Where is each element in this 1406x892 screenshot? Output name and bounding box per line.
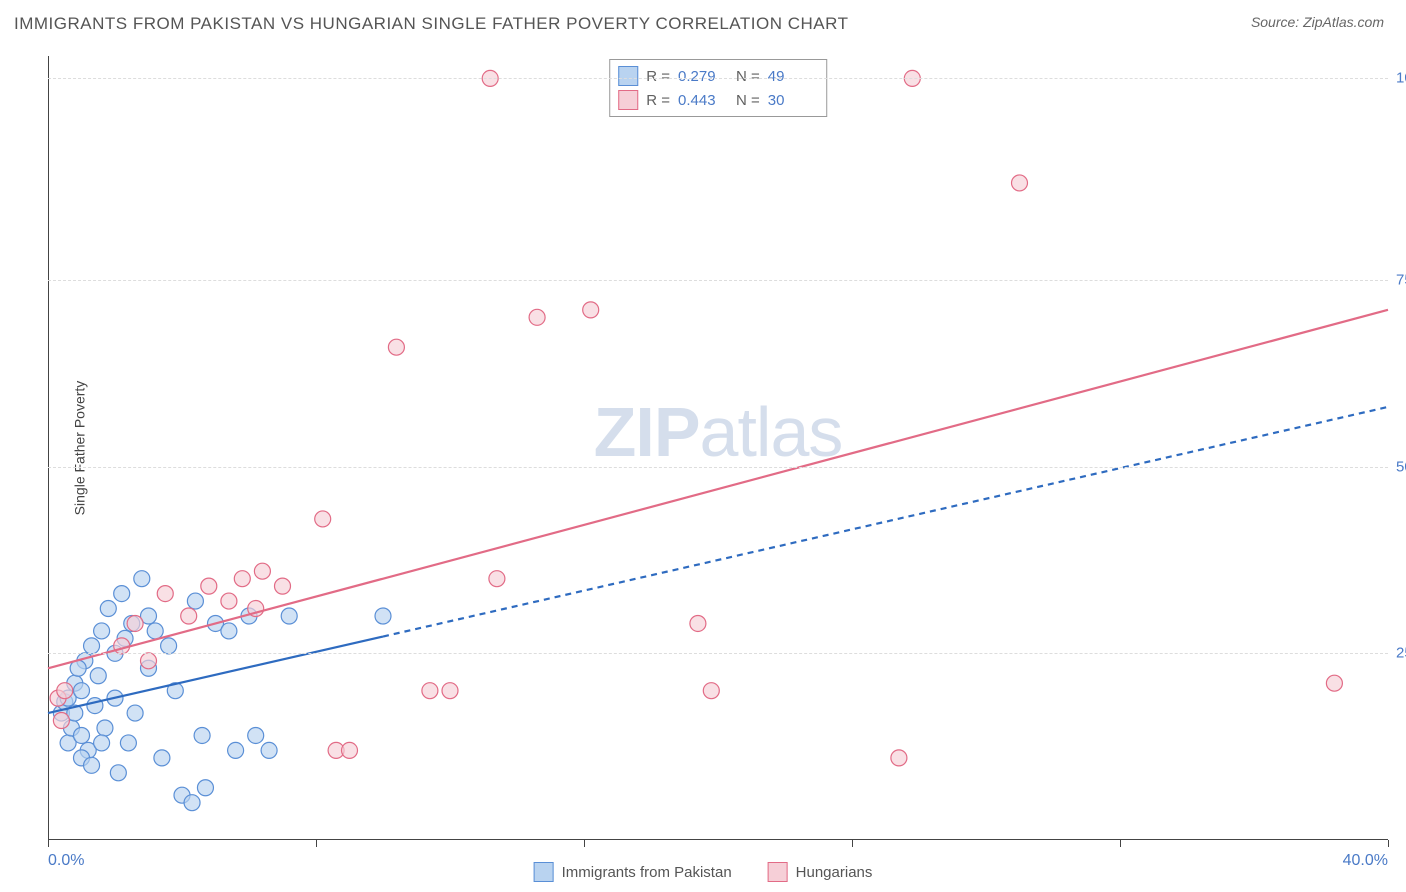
legend-r-label: R =: [646, 92, 670, 109]
legend-row-pakistan: R = 0.279 N = 49: [618, 64, 818, 88]
scatter-point-hungarians: [703, 683, 719, 699]
scatter-point-pakistan: [94, 623, 110, 639]
plot-area: ZIPatlas R =0.279N =49R =0.443N =30 25.0…: [48, 56, 1388, 840]
scatter-point-hungarians: [442, 683, 458, 699]
legend-n-label: N =: [736, 92, 760, 109]
x-tick: [316, 840, 317, 847]
scatter-point-pakistan: [90, 668, 106, 684]
y-tick-label: 100.0%: [1396, 70, 1406, 87]
scatter-point-pakistan: [74, 683, 90, 699]
series-legend: Immigrants from Pakistan Hungarians: [534, 862, 873, 882]
legend-row-hungarians: R = 0.443 N = 30: [618, 88, 818, 112]
scatter-point-hungarians: [53, 713, 69, 729]
scatter-point-pakistan: [194, 727, 210, 743]
scatter-point-hungarians: [157, 586, 173, 602]
scatter-point-pakistan: [94, 735, 110, 751]
trend-line-pakistan-dashed: [383, 407, 1388, 637]
scatter-point-hungarians: [529, 309, 545, 325]
scatter-point-hungarians: [275, 578, 291, 594]
legend-label-pakistan: Immigrants from Pakistan: [562, 864, 732, 881]
scatter-point-pakistan: [375, 608, 391, 624]
legend-r-value-hungarians: 0.443: [678, 92, 728, 109]
legend-swatch-hungarians: [618, 90, 638, 110]
scatter-point-hungarians: [891, 750, 907, 766]
legend-swatch-hungarians: [768, 862, 788, 882]
scatter-point-hungarians: [201, 578, 217, 594]
scatter-point-hungarians: [1326, 675, 1342, 691]
scatter-point-hungarians: [489, 571, 505, 587]
scatter-point-hungarians: [583, 302, 599, 318]
scatter-point-hungarians: [388, 339, 404, 355]
scatter-point-pakistan: [154, 750, 170, 766]
scatter-point-pakistan: [147, 623, 163, 639]
scatter-point-pakistan: [114, 586, 130, 602]
scatter-point-pakistan: [187, 593, 203, 609]
scatter-point-pakistan: [127, 705, 143, 721]
x-tick: [584, 840, 585, 847]
scatter-point-hungarians: [690, 615, 706, 631]
scatter-point-hungarians: [114, 638, 130, 654]
y-tick-label: 25.0%: [1396, 645, 1406, 662]
scatter-point-hungarians: [127, 615, 143, 631]
scatter-point-hungarians: [181, 608, 197, 624]
scatter-point-pakistan: [161, 638, 177, 654]
legend-n-value-hungarians: 30: [768, 92, 818, 109]
scatter-point-hungarians: [1012, 175, 1028, 191]
scatter-point-pakistan: [228, 742, 244, 758]
scatter-point-hungarians: [422, 683, 438, 699]
legend-swatch-pakistan: [534, 862, 554, 882]
chart-header: IMMIGRANTS FROM PAKISTAN VS HUNGARIAN SI…: [0, 0, 1406, 34]
legend-r-label: R =: [646, 68, 670, 85]
x-tick: [1388, 840, 1389, 847]
gridline: [48, 467, 1388, 468]
gridline: [48, 78, 1388, 79]
x-tick: [852, 840, 853, 847]
legend-label-hungarians: Hungarians: [796, 864, 873, 881]
scatter-point-pakistan: [184, 795, 200, 811]
source-name: ZipAtlas.com: [1303, 14, 1384, 30]
chart-container: Single Father Poverty ZIPatlas R =0.279N…: [48, 56, 1388, 840]
legend-swatch-pakistan: [618, 66, 638, 86]
scatter-point-pakistan: [281, 608, 297, 624]
scatter-point-pakistan: [100, 601, 116, 617]
x-tick: [1120, 840, 1121, 847]
scatter-point-hungarians: [221, 593, 237, 609]
scatter-point-pakistan: [134, 571, 150, 587]
scatter-point-hungarians: [254, 563, 270, 579]
legend-item-hungarians: Hungarians: [768, 862, 873, 882]
legend-item-pakistan: Immigrants from Pakistan: [534, 862, 732, 882]
scatter-point-pakistan: [197, 780, 213, 796]
correlation-legend: R = 0.279 N = 49 R = 0.443 N = 30: [609, 59, 827, 117]
scatter-point-pakistan: [120, 735, 136, 751]
legend-r-value-pakistan: 0.279: [678, 68, 728, 85]
scatter-point-hungarians: [315, 511, 331, 527]
legend-n-label: N =: [736, 68, 760, 85]
x-tick-label: 0.0%: [48, 852, 84, 870]
scatter-point-hungarians: [141, 653, 157, 669]
scatter-point-pakistan: [84, 638, 100, 654]
gridline: [48, 280, 1388, 281]
scatter-point-hungarians: [342, 742, 358, 758]
gridline: [48, 653, 1388, 654]
source-attribution: Source: ZipAtlas.com: [1251, 14, 1384, 30]
scatter-point-pakistan: [97, 720, 113, 736]
trend-line-hungarians: [48, 310, 1388, 668]
scatter-plot-svg: [48, 56, 1388, 840]
scatter-point-pakistan: [110, 765, 126, 781]
scatter-point-hungarians: [234, 571, 250, 587]
scatter-point-pakistan: [74, 727, 90, 743]
x-tick: [48, 840, 49, 847]
y-tick-label: 50.0%: [1396, 458, 1406, 475]
legend-n-value-pakistan: 49: [768, 68, 818, 85]
y-tick-label: 75.0%: [1396, 272, 1406, 289]
scatter-point-pakistan: [84, 757, 100, 773]
chart-title: IMMIGRANTS FROM PAKISTAN VS HUNGARIAN SI…: [14, 14, 848, 34]
scatter-point-pakistan: [221, 623, 237, 639]
scatter-point-pakistan: [261, 742, 277, 758]
x-tick-label: 40.0%: [1343, 852, 1388, 870]
scatter-point-hungarians: [57, 683, 73, 699]
scatter-point-pakistan: [248, 727, 264, 743]
source-prefix: Source:: [1251, 14, 1303, 30]
